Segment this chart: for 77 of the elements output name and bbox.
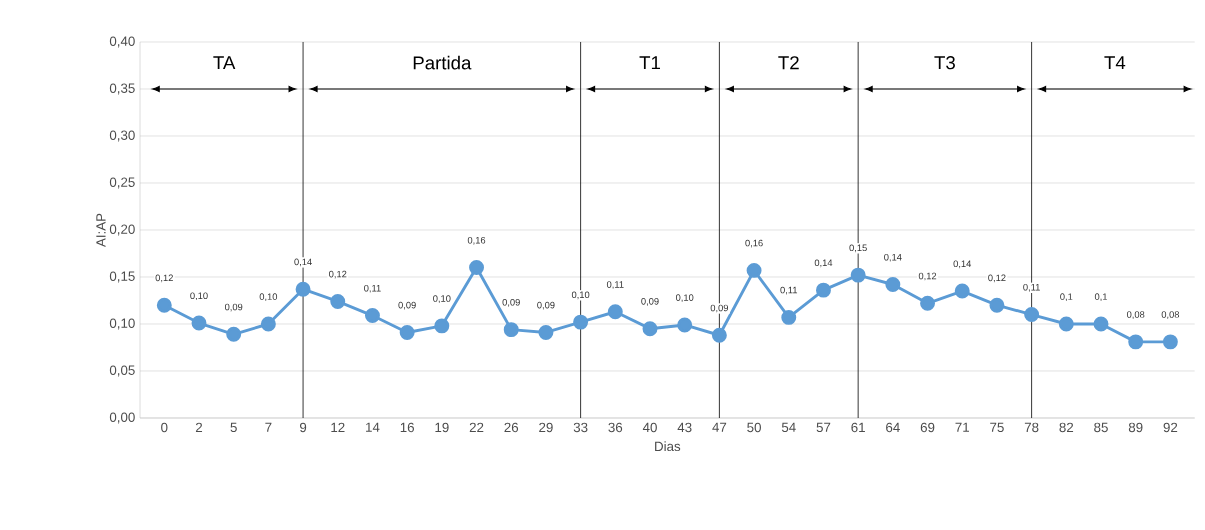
x-tick-label: 7 [265, 422, 272, 432]
x-tick-label: 19 [435, 422, 449, 433]
x-tick-label: 40 [642, 422, 657, 433]
y-tick-label: 0,00 [109, 412, 135, 424]
x-tick-label: 89 [1128, 422, 1143, 433]
x-tick-label: 69 [920, 422, 935, 433]
x-tick-label: 43 [677, 422, 692, 433]
data-label: 0,14 [953, 260, 972, 269]
x-tick-label: 5 [230, 422, 237, 432]
y-axis-title: AI:AP [96, 213, 106, 248]
x-tick-label: 85 [1094, 422, 1108, 433]
data-label: 0,10 [571, 291, 590, 300]
x-tick-label: 64 [886, 422, 900, 433]
x-tick-label: 14 [366, 422, 380, 432]
data-label: 0,1 [1060, 293, 1073, 302]
x-tick-label: 29 [539, 422, 553, 433]
data-label: 0,14 [884, 253, 902, 262]
x-tick-label: 61 [851, 422, 865, 433]
annotation: T3 [934, 56, 955, 70]
x-tick-label: 57 [816, 422, 831, 432]
data-label: 0,12 [918, 272, 937, 281]
data-label: 0,16 [467, 236, 486, 245]
x-tick-label: 9 [299, 422, 307, 433]
x-tick-label: 71 [955, 422, 970, 432]
annotation: T1 [639, 56, 660, 70]
data-label: 0,09 [502, 299, 520, 307]
x-tick-label: 2 [195, 422, 203, 433]
y-tick-label: 0,35 [109, 83, 135, 95]
data-label: 0,11 [780, 286, 798, 295]
x-tick-label: 92 [1163, 422, 1178, 433]
data-label: 0,12 [988, 274, 1006, 283]
x-tick-label: 78 [1024, 422, 1039, 433]
x-tick-label: 50 [747, 422, 761, 433]
data-label: 0,08 [1161, 311, 1180, 319]
y-tick-label: 0,25 [109, 177, 135, 189]
data-label: 0,09 [398, 301, 416, 310]
x-tick-label: 47 [712, 422, 727, 432]
x-tick-label: 82 [1059, 422, 1074, 433]
data-label: 0,09 [710, 304, 729, 313]
x-tick-label: 12 [331, 422, 345, 433]
data-label: 0,11 [606, 281, 624, 289]
x-tick-label: 0 [161, 422, 168, 433]
x-axis-title: Dias [655, 441, 681, 452]
x-tick-label: 16 [400, 422, 414, 433]
data-label: 0,12 [329, 270, 347, 279]
annotation: TA [213, 56, 236, 70]
data-label: 0,12 [155, 274, 173, 283]
annotation: T4 [1104, 56, 1126, 70]
annotation: T2 [778, 56, 799, 70]
data-label: 0,10 [675, 294, 694, 302]
data-label: 0,1 [1094, 293, 1108, 302]
data-label: 0,08 [1126, 311, 1145, 319]
x-tick-label: 36 [608, 422, 623, 433]
x-tick-label: 54 [781, 422, 796, 432]
x-tick-label: 22 [469, 422, 484, 433]
y-tick-label: 0,10 [109, 318, 135, 330]
data-label: 0,09 [641, 298, 659, 306]
y-tick-label: 0,15 [109, 271, 135, 283]
data-label: 0,16 [745, 239, 763, 248]
data-label: 0,09 [224, 303, 243, 312]
y-tick-label: 0,30 [109, 130, 135, 142]
data-label: 0,09 [537, 301, 555, 310]
annotation: Partida [413, 55, 472, 70]
x-tick-label: 75 [990, 422, 1004, 432]
data-label: 0,10 [190, 292, 208, 301]
data-label: 0,11 [1023, 283, 1040, 292]
data-label: 0,10 [433, 295, 451, 303]
x-tick-label: 33 [573, 422, 588, 433]
data-label: 0,11 [364, 284, 381, 293]
data-label: 0,14 [294, 258, 312, 267]
x-tick-label: 26 [504, 422, 519, 433]
y-tick-label: 0,20 [109, 224, 135, 236]
data-label: 0,15 [849, 244, 867, 253]
data-label: 0,10 [259, 293, 278, 302]
data-label: 0,14 [814, 259, 833, 268]
y-tick-label: 0,40 [109, 36, 135, 48]
y-tick-label: 0,05 [109, 365, 135, 377]
